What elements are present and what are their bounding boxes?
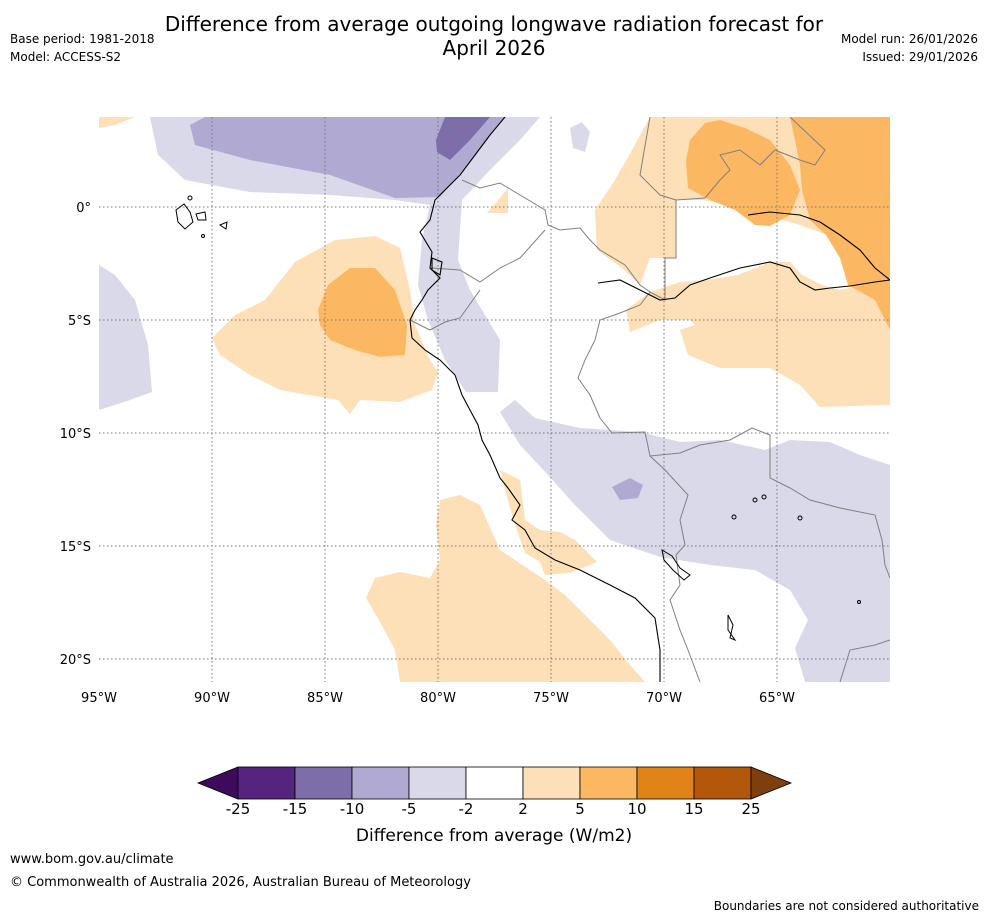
colorbar-tick-label: 15 [684, 800, 704, 818]
anomaly-region-minus2-to-minus5-southeast [500, 400, 890, 682]
anomaly-region-5-to-10-pacific [318, 268, 407, 357]
colorbar-swatch [579, 766, 638, 800]
colorbar-tick-label: -5 [401, 800, 417, 818]
longitude-label: 70°W [646, 691, 682, 706]
colorbar-tick-label: 25 [741, 800, 761, 818]
anomaly-region-2-to-5-topleft [99, 117, 135, 128]
longitude-label: 65°W [759, 691, 795, 706]
colorbar-extend-high [750, 766, 793, 800]
model-name: Model: ACCESS-S2 [10, 50, 122, 64]
colorbar-swatch [351, 766, 410, 800]
country-borders [409, 117, 890, 682]
latitude-label: 15°S [60, 540, 91, 555]
metadata-left: Base period: 1981-2018 Model: ACCESS-S2 [10, 30, 155, 66]
colorbar-tick-label: 5 [575, 800, 585, 818]
colorbar-extend-low [196, 766, 239, 800]
footer-copyright: © Commonwealth of Australia 2026, Austra… [10, 875, 471, 890]
colorbar-label: Difference from average (W/m2) [355, 826, 633, 846]
longitude-label: 75°W [533, 691, 569, 706]
page-title: Difference from average outgoing longwav… [0, 12, 988, 60]
colorbar-swatch [294, 766, 353, 800]
anomaly-region-minus10-to-minus15 [436, 117, 490, 160]
colorbar-swatch [465, 766, 524, 800]
longitude-labels: 95°W 90°W 85°W 80°W 75°W 70°W 65°W [81, 691, 795, 706]
colorbar-swatch [636, 766, 695, 800]
anomaly-region-minus5-to-minus10-east [612, 478, 643, 500]
anomaly-region-minus2-to-minus5-pocket [570, 122, 590, 152]
colorbar-swatch [693, 766, 752, 800]
anomaly-region-5-to-10-amazon-north [686, 120, 800, 226]
anomaly-region-minus2-to-minus5-west [99, 265, 152, 410]
lakes [661, 494, 861, 642]
colorbar-tick-label: 2 [518, 800, 528, 818]
longitude-label: 90°W [194, 691, 230, 706]
latitude-label: 5°S [68, 314, 91, 329]
latitude-label: 0° [76, 201, 91, 216]
colorbar [196, 766, 793, 800]
anomaly-region-2-to-5-coast [500, 470, 597, 575]
map-plot-area [99, 117, 890, 682]
anomaly-region-5-to-10-amazon-east [790, 117, 890, 330]
longitude-label: 95°W [81, 691, 117, 706]
colorbar-swatch [408, 766, 467, 800]
colorbar-swatch [522, 766, 581, 800]
colorbar-tick-label: -25 [225, 800, 251, 818]
colorbar-swatch [237, 766, 296, 800]
metadata-right: Model run: 26/01/2026 Issued: 29/01/2026 [841, 30, 978, 66]
title-line-2: April 2026 [442, 36, 546, 60]
latitude-label: 20°S [60, 653, 91, 668]
colorbar-tick-label: -10 [339, 800, 365, 818]
galapagos-islands [175, 195, 228, 238]
coastline [409, 117, 890, 682]
title-line-1: Difference from average outgoing longwav… [164, 12, 824, 36]
issued-date: Issued: 29/01/2026 [862, 50, 978, 64]
anomaly-region-2-to-5-south [366, 495, 645, 682]
colorbar-tick-label: 10 [627, 800, 647, 818]
footer-disclaimer: Boundaries are not considered authoritat… [713, 899, 979, 913]
base-period: Base period: 1981-2018 [10, 32, 155, 46]
longitude-label: 80°W [420, 691, 456, 706]
anomaly-region-minus5-to-minus10-north [190, 117, 505, 198]
longitude-label: 85°W [307, 691, 343, 706]
latitude-label: 10°S [60, 427, 91, 442]
colorbar-tick-label: -2 [458, 800, 474, 818]
colorbar-tick-label: -15 [282, 800, 308, 818]
latitude-labels: 0° 5°S 10°S 15°S 20°S [60, 201, 91, 668]
anomaly-region-2-to-5-small [487, 188, 508, 213]
footer-url[interactable]: www.bom.gov.au/climate [10, 852, 174, 867]
model-run: Model run: 26/01/2026 [840, 32, 978, 46]
